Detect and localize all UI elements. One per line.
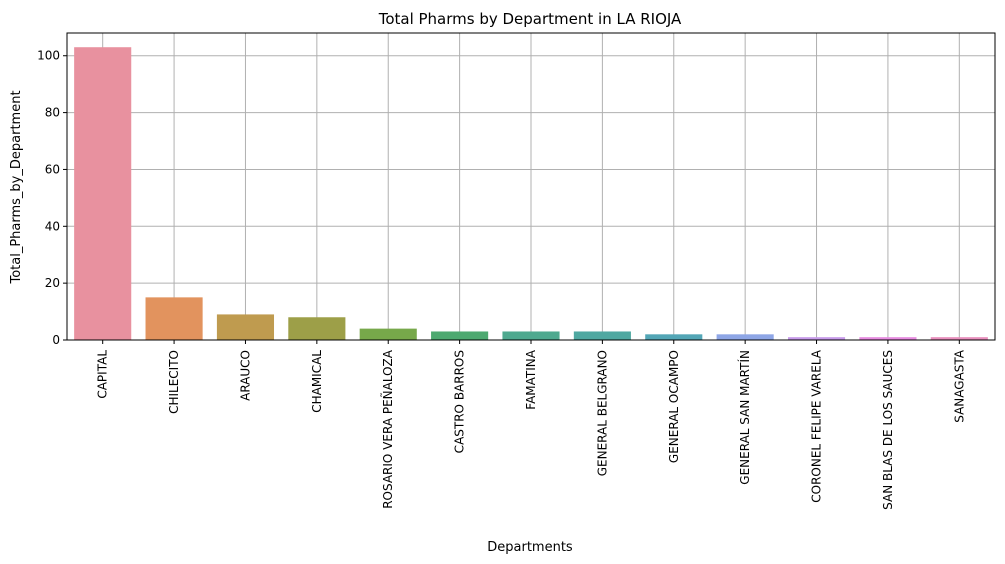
x-tick-label: SANAGASTA [952,349,966,423]
x-tick-label: GENERAL BELGRANO [595,350,609,476]
x-tick-label: GENERAL SAN MARTÍN [737,350,752,485]
x-tick-label: SAN BLAS DE LOS SAUCES [881,350,895,510]
y-tick-label: 40 [45,219,60,233]
x-axis-label: Departments [487,540,573,555]
x-tick-label: ROSARIO VERA PEÑALOZA [380,349,395,509]
x-tick-label: FAMATINA [524,349,538,409]
bar [573,331,631,340]
bar [645,334,703,340]
bar [74,47,132,341]
x-tick-label: CORONEL FELIPE VARELA [810,349,824,503]
x-tick-label: CAPITAL [96,350,110,399]
bar [787,337,846,340]
x-tick-label: CHILECITO [167,350,181,414]
x-axis-ticks: CAPITAL CHILECITO ARAUCO CHAMICAL ROSARIO VE… [96,340,966,510]
bar [502,331,560,340]
y-axis-label: Total_Pharms_by_Department [9,90,24,284]
y-tick-label: 20 [45,276,60,290]
chart-title: Total Pharms by Department in LA RIOJA [378,10,682,28]
y-axis-ticks: 0 20 40 60 80 100 [37,49,67,347]
x-tick-label: CASTRO BARROS [453,350,467,453]
bar [216,314,275,340]
x-tick-label: ARAUCO [238,350,252,401]
y-tick-label: 100 [37,49,60,63]
bar [716,334,774,340]
bars [74,47,988,341]
bar [288,317,346,340]
y-tick-label: 60 [45,162,60,176]
x-tick-label: GENERAL OCAMPO [667,350,681,463]
bar [930,337,988,340]
y-tick-label: 0 [52,333,60,347]
bar [431,331,489,340]
x-tick-label: CHAMICAL [310,350,324,413]
y-tick-label: 80 [45,106,60,120]
grid-lines [67,33,995,341]
bar [859,337,917,340]
bar [359,328,417,340]
bar [145,297,203,340]
